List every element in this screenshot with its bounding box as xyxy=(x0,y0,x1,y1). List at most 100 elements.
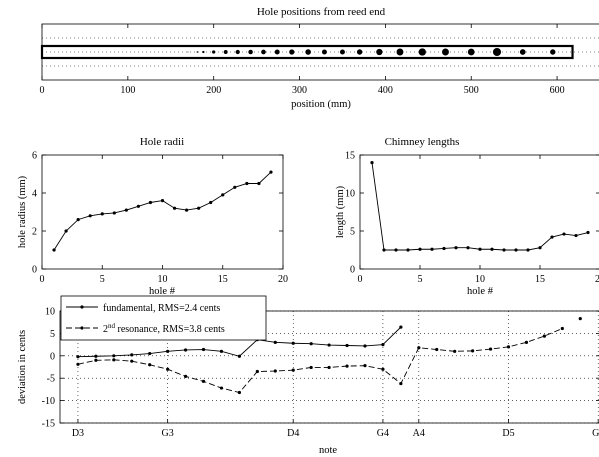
chimney-length-point xyxy=(502,248,506,252)
deviation-xtick-label: A4 xyxy=(413,428,425,439)
extra-point xyxy=(578,317,582,321)
hole-marker xyxy=(356,49,363,55)
deviation-ytick-label: 0 xyxy=(50,351,55,362)
second-resonance-point xyxy=(560,326,564,331)
hole-positions-xtick-label: 200 xyxy=(206,85,221,96)
fundamental-point xyxy=(112,354,116,358)
chimney-lengths-line xyxy=(371,162,589,251)
second-resonance-point xyxy=(112,358,116,362)
second-resonance-points xyxy=(76,326,564,395)
hole-positions-xtick-label: 300 xyxy=(292,85,307,96)
fundamental-point xyxy=(363,344,367,348)
hole-radius-point xyxy=(209,200,213,205)
chimney-length-point xyxy=(574,233,578,238)
legend-box xyxy=(60,295,267,341)
chimney-length-point xyxy=(454,246,458,250)
fundamental-point xyxy=(183,348,188,352)
second-resonance-point xyxy=(453,349,457,353)
hole-radius-point xyxy=(245,181,249,186)
hole-radii-xtick-label: 20 xyxy=(278,274,288,285)
second-resonance-point xyxy=(363,364,367,368)
chimney-length-point xyxy=(514,248,518,252)
chimney-lengths-xtick-label: 20 xyxy=(595,274,599,285)
hole-positions-panel: Hole positions from reed end 0 100 200 300 4… xyxy=(40,6,599,110)
hole-radius-point xyxy=(172,206,177,210)
second-resonance-point xyxy=(166,367,170,371)
second-resonance-point xyxy=(381,367,385,371)
hole-radii-xtick-label: 10 xyxy=(158,274,168,285)
hole-marker xyxy=(274,49,280,55)
hole-marker xyxy=(235,49,240,55)
legend-solid-marker xyxy=(80,305,84,309)
second-resonance-point xyxy=(488,347,493,351)
hole-radii-panel: Hole radii 0 5 10 15 20 0 2 4 6 hole # hole radi… xyxy=(17,136,288,297)
hole-marker xyxy=(202,50,205,54)
legend-second-resonance-label: 2nd resonance, RMS=3.8 cents xyxy=(103,322,225,335)
bore-outline xyxy=(40,44,574,60)
second-resonance-point xyxy=(219,386,224,390)
deviation-ytick-label: 5 xyxy=(50,329,55,340)
second-resonance-point xyxy=(291,368,295,372)
chimney-lengths-panel: Chimney lengths 0 5 10 15 20 0 5 10 15 hole # le… xyxy=(335,136,599,297)
second-resonance-point xyxy=(417,346,421,350)
hole-radii-xtick-label: 0 xyxy=(40,274,45,285)
hole-marker xyxy=(492,47,502,57)
deviation-ticks: D3 G3 D4 G4 A4 D5 G5 -15 -10 -5 0 5 10 xyxy=(42,307,599,439)
hole-radii-xtick-label: 15 xyxy=(218,274,228,285)
second-resonance-point xyxy=(471,349,475,353)
hole-marker xyxy=(289,49,295,55)
hole-marker xyxy=(467,48,475,56)
deviation-xtick-label: G4 xyxy=(377,428,389,439)
fundamental-point xyxy=(166,349,170,353)
chimney-lengths-axes xyxy=(359,154,599,270)
hole-marker xyxy=(418,48,426,56)
deviation-legend: fundamental, RMS=2.4 cents 2nd resonance… xyxy=(60,295,267,341)
second-resonance-point xyxy=(255,369,259,374)
chimney-lengths-xtick-label: 5 xyxy=(418,274,423,285)
hole-radius-point xyxy=(112,211,116,215)
fundamental-point xyxy=(273,340,277,344)
hole-marker xyxy=(339,49,345,55)
hole-radii-title: Hole radii xyxy=(140,136,184,148)
deviation-panel: D3 G3 D4 G4 A4 D5 G5 -15 -10 -5 0 5 10 fundamental, … xyxy=(17,295,599,456)
chimney-length-point xyxy=(526,248,530,252)
hole-radius-point xyxy=(221,193,225,197)
fundamental-point xyxy=(219,349,224,353)
second-resonance-point xyxy=(524,340,529,344)
fundamental-point xyxy=(327,343,331,347)
hole-radius-point xyxy=(76,218,80,222)
fundamental-point xyxy=(381,343,385,347)
hole-marker xyxy=(442,48,449,56)
second-resonance-point xyxy=(309,365,313,370)
hole-marker xyxy=(196,51,199,53)
chimney-lengths-ticks: 0 5 10 15 20 0 5 10 15 xyxy=(345,151,599,285)
chimney-lengths-points xyxy=(370,161,590,252)
fundamental-point xyxy=(291,341,295,345)
second-resonance-point xyxy=(399,381,403,386)
hole-radii-ytick-label: 4 xyxy=(32,189,37,200)
hole-marker xyxy=(212,50,216,54)
deviation-xlabel: note xyxy=(319,445,337,456)
fundamental-point xyxy=(237,354,242,358)
chimney-lengths-ytick-label: 5 xyxy=(350,227,355,238)
hole-markers xyxy=(187,47,556,57)
hole-positions-axes xyxy=(41,23,599,81)
chimney-length-point xyxy=(370,161,374,165)
hole-radii-xlabel: hole # xyxy=(149,286,176,297)
chimney-length-point xyxy=(406,248,410,252)
second-resonance-point xyxy=(148,363,152,367)
deviation-xtick-label: D4 xyxy=(287,428,299,439)
deviation-ylabel: deviation in cents xyxy=(17,330,28,404)
deviation-xtick-label: G3 xyxy=(162,428,174,439)
fundamental-point xyxy=(148,351,152,356)
hole-marker xyxy=(550,49,556,55)
legend-second-superscript: nd xyxy=(108,322,116,330)
chimney-length-point xyxy=(442,246,446,251)
fundamental-point xyxy=(76,355,80,359)
hole-radius-point xyxy=(88,214,92,218)
hole-radii-line xyxy=(53,171,272,251)
hole-radii-ytick-label: 6 xyxy=(32,151,37,162)
hole-marker xyxy=(519,49,526,55)
chimney-length-point xyxy=(466,246,470,250)
hole-positions-xlabel: position (mm) xyxy=(291,99,351,110)
